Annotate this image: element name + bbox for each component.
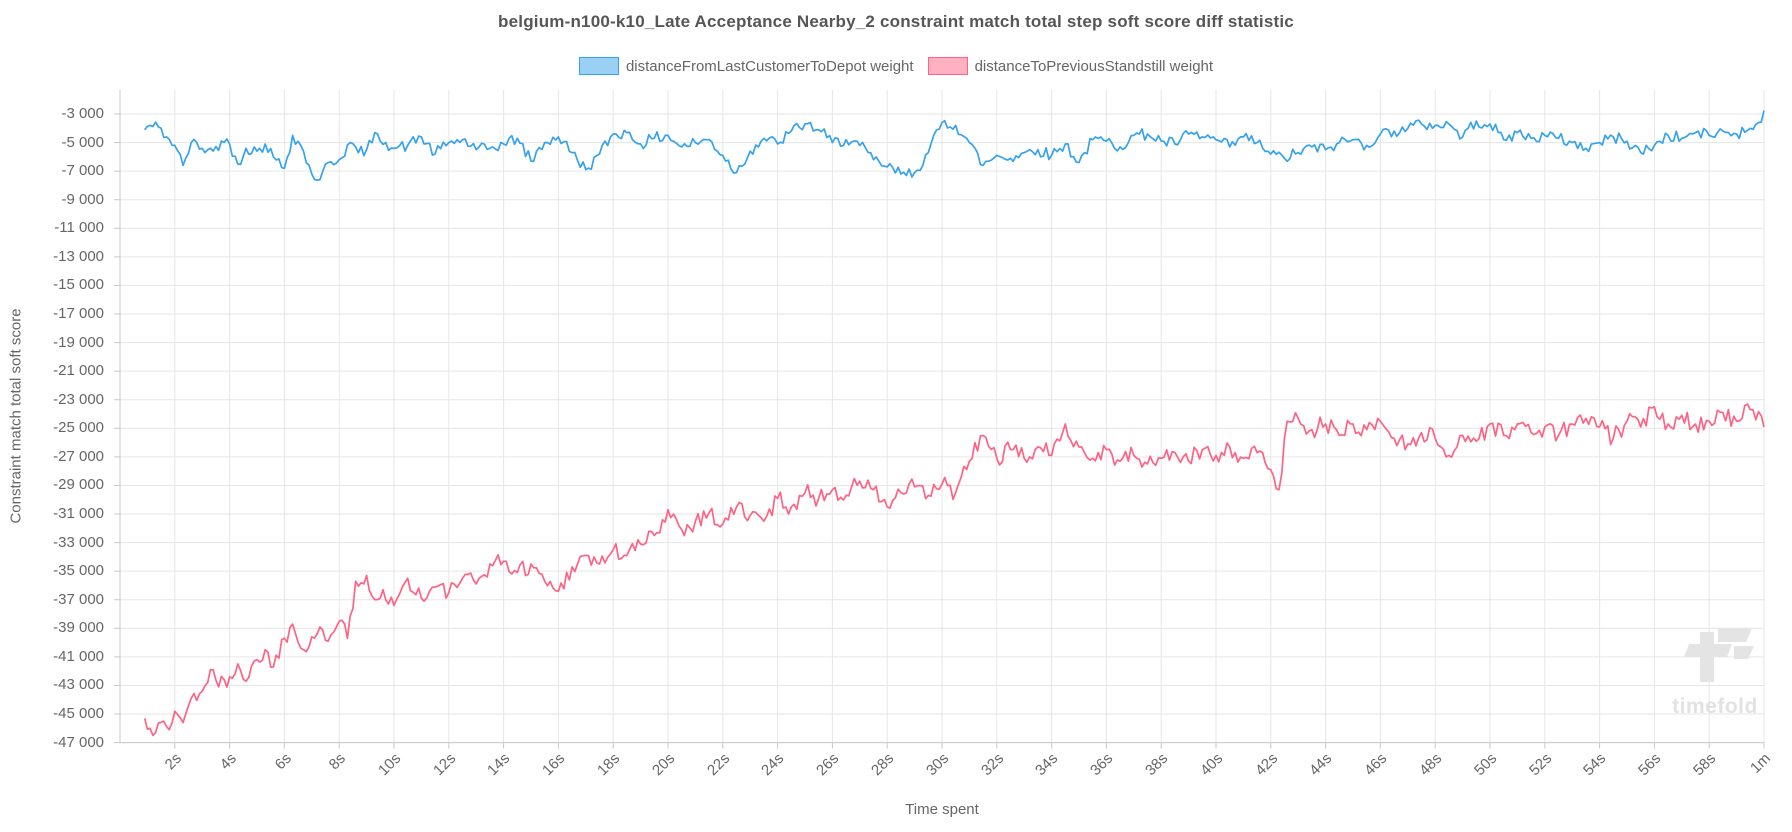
- y-tick-label: -45 000: [53, 705, 104, 723]
- y-tick-label: -31 000: [53, 505, 104, 523]
- y-tick-label: -15 000: [53, 276, 104, 294]
- y-tick-label: -25 000: [53, 419, 104, 437]
- y-tick-label: -29 000: [53, 476, 104, 494]
- watermark-text: timefold: [1672, 695, 1758, 718]
- watermark: timefold: [1655, 628, 1775, 719]
- y-tick-label: -11 000: [54, 219, 104, 237]
- y-tick-label: -21 000: [53, 362, 104, 380]
- y-tick-label: -17 000: [53, 305, 104, 322]
- y-tick-label: -41 000: [53, 647, 104, 665]
- y-tick-label: -39 000: [53, 619, 104, 637]
- y-tick-label: -37 000: [53, 590, 104, 608]
- y-tick-label: -33 000: [53, 533, 104, 551]
- legend-label: distanceToPreviousStandstill weight: [974, 57, 1214, 75]
- y-tick-label: -7 000: [61, 162, 104, 180]
- y-tick-label: -3 000: [61, 105, 104, 122]
- legend-item[interactable]: distanceToPreviousStandstill weight: [927, 57, 1214, 75]
- legend-item[interactable]: distanceFromLastCustomerToDepot weight: [578, 57, 914, 75]
- y-tick-label: -27 000: [53, 447, 104, 465]
- legend-swatch-icon: [927, 57, 968, 75]
- y-tick-label: -19 000: [53, 333, 104, 351]
- y-tick-label: -23 000: [53, 390, 104, 408]
- legend-label: distanceFromLastCustomerToDepot weight: [625, 57, 914, 75]
- timefold-logo-icon: [1684, 628, 1754, 682]
- series-line[interactable]: [144, 110, 1765, 182]
- series-line[interactable]: [143, 403, 1765, 737]
- y-axis-title: Constraint match total soft score: [7, 308, 25, 524]
- legend-swatch-icon: [578, 57, 619, 75]
- chart-title: belgium-n100-k10_Late Acceptance Nearby_…: [498, 12, 1294, 31]
- x-axis-title: Time spent: [905, 801, 979, 818]
- y-tick-label: -5 000: [61, 133, 104, 151]
- y-tick-label: -35 000: [53, 562, 104, 580]
- y-tick-label: -9 000: [61, 190, 104, 208]
- y-tick-label: -47 000: [53, 733, 104, 751]
- y-tick-label: -13 000: [53, 247, 104, 265]
- legend: distanceFromLastCustomerToDepot weight di…: [0, 57, 1792, 75]
- y-tick-label: -43 000: [53, 676, 104, 694]
